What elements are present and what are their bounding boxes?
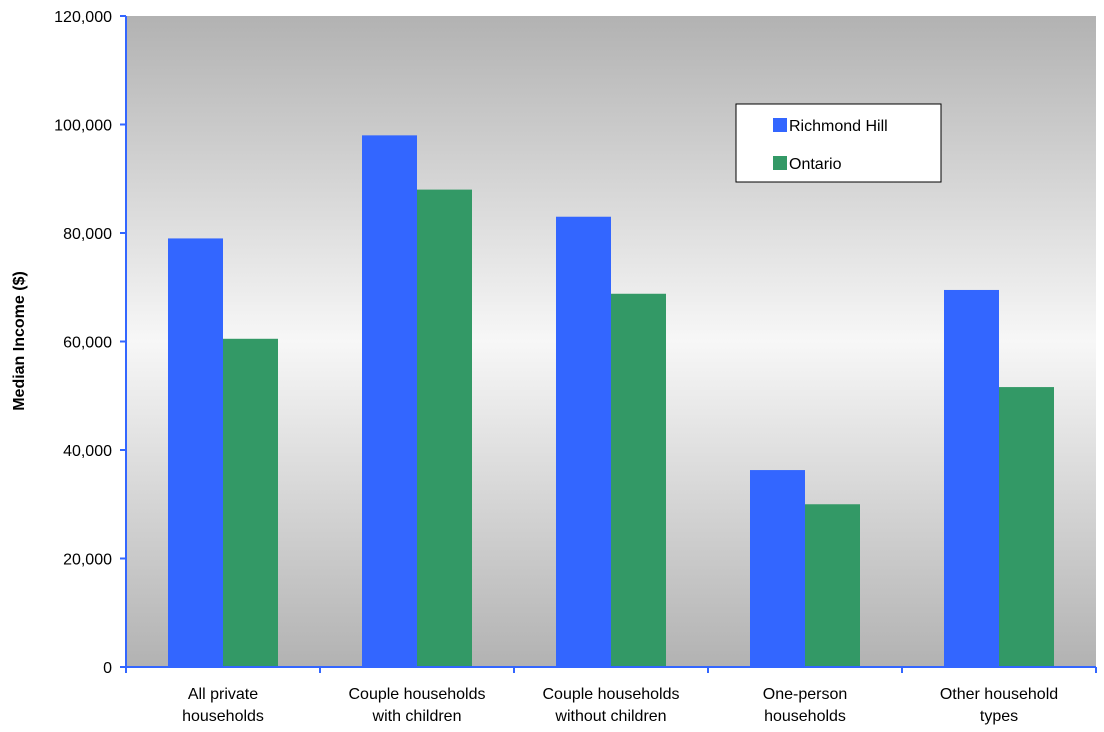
bars-group	[168, 135, 1054, 668]
legend-swatch	[773, 156, 787, 170]
y-tick-label: 120,000	[54, 9, 112, 26]
y-tick-label: 100,000	[54, 118, 112, 135]
bar-richmond-hill-0	[168, 238, 223, 668]
bar-richmond-hill-1	[362, 135, 417, 668]
axes-group: 0 20,000 40,000 60,000 80,000 100,000 120,000 A…	[54, 9, 1097, 725]
x-category-label: with children	[372, 708, 462, 725]
y-axis-title: Median Income ($)	[11, 271, 28, 411]
x-category-label: types	[980, 708, 1018, 725]
bar-ontario-0	[223, 338, 278, 667]
legend-swatch	[773, 118, 787, 132]
legend-label: Ontario	[789, 156, 842, 173]
bar-richmond-hill-3	[750, 470, 805, 667]
y-tick-label: 60,000	[63, 335, 112, 352]
y-tick-label: 80,000	[63, 226, 112, 243]
bar-richmond-hill-2	[556, 216, 611, 667]
legend: Richmond Hill Ontario	[735, 103, 942, 183]
x-category-label: households	[764, 708, 846, 725]
bar-richmond-hill-4	[944, 289, 999, 667]
y-tick-label: 20,000	[63, 552, 112, 569]
bar-ontario-4	[999, 387, 1054, 667]
legend-label: Richmond Hill	[789, 118, 888, 135]
x-category-label: Couple households	[349, 686, 486, 703]
bar-ontario-1	[417, 189, 472, 667]
x-category-label: One-person	[763, 686, 848, 703]
bar-ontario-3	[805, 504, 860, 667]
y-tick-label: 0	[103, 660, 112, 677]
x-category-label: Other household	[940, 686, 1058, 703]
x-category-label: households	[182, 708, 264, 725]
x-category-label: All private	[188, 686, 258, 703]
bar-ontario-2	[611, 293, 666, 667]
y-tick-label: 40,000	[63, 443, 112, 460]
legend-box	[735, 103, 942, 183]
x-category-label: without children	[554, 708, 666, 725]
x-category-label: Couple households	[543, 686, 680, 703]
